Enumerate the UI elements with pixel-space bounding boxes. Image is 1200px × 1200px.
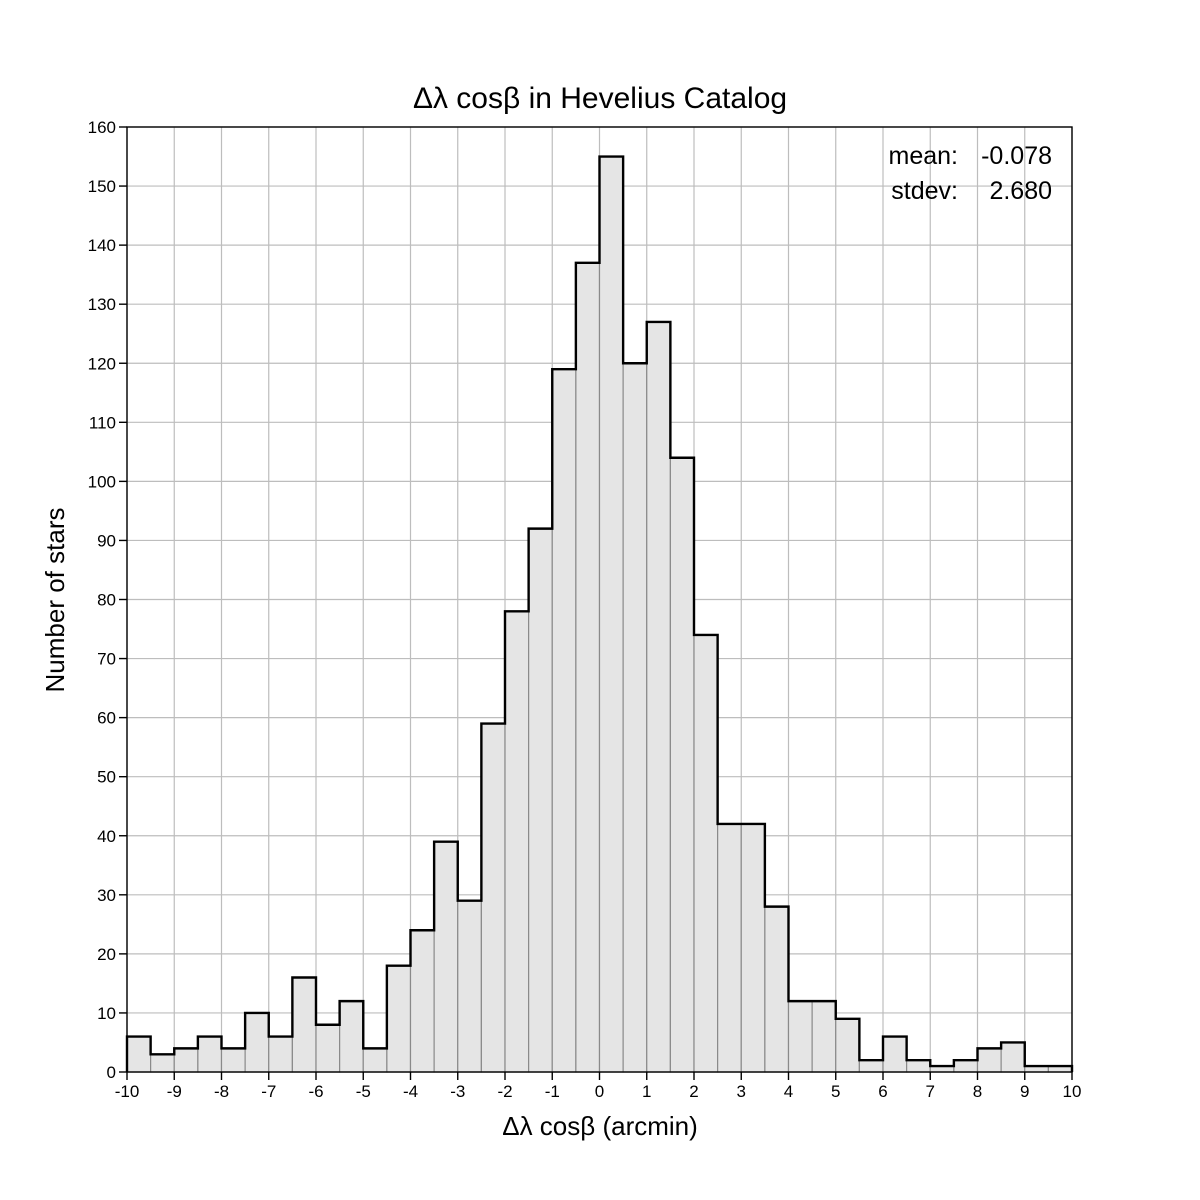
y-tick-label: 70 bbox=[97, 650, 116, 669]
histogram-bar bbox=[528, 528, 553, 1073]
histogram-bar bbox=[457, 900, 482, 1073]
y-tick-label: 150 bbox=[88, 177, 116, 196]
axis-ticks: -10 -9 -8 -7 -6 -5 -4 -3 -2 -1 0 1 2 3 4 5 6 7 8 9 100102030… bbox=[88, 118, 1082, 1101]
y-tick-label: 130 bbox=[88, 295, 116, 314]
histogram-bar bbox=[220, 1047, 246, 1073]
chart-title: Δλ cosβ in Hevelius Catalog bbox=[413, 82, 787, 115]
histogram-bar bbox=[717, 823, 742, 1073]
histogram-bar bbox=[858, 1059, 884, 1073]
x-tick-label: -9 bbox=[167, 1082, 182, 1101]
x-tick-label: 9 bbox=[1020, 1082, 1029, 1101]
histogram-bar bbox=[480, 722, 506, 1073]
histogram-bar bbox=[669, 457, 695, 1073]
x-tick-label: -10 bbox=[115, 1082, 140, 1101]
y-tick-label: 50 bbox=[97, 768, 116, 787]
x-tick-label: 8 bbox=[973, 1082, 982, 1101]
histogram-bar bbox=[409, 929, 435, 1073]
x-axis-label: Δλ cosβ (arcmin) bbox=[502, 1111, 698, 1141]
y-tick-label: 120 bbox=[88, 354, 116, 373]
histogram-bar bbox=[173, 1047, 199, 1073]
x-tick-label: 1 bbox=[642, 1082, 651, 1101]
histogram-bar bbox=[339, 1000, 364, 1073]
histogram-bar bbox=[362, 1047, 388, 1073]
x-tick-label: 10 bbox=[1063, 1082, 1082, 1101]
y-tick-label: 90 bbox=[97, 531, 116, 550]
histogram-bar bbox=[504, 610, 530, 1073]
x-tick-label: 0 bbox=[595, 1082, 604, 1101]
histogram-bar bbox=[551, 368, 577, 1073]
y-tick-label: 0 bbox=[107, 1063, 116, 1082]
x-tick-label: -3 bbox=[450, 1082, 465, 1101]
mean-label: mean: bbox=[889, 142, 958, 170]
histogram-outline bbox=[125, 155, 1074, 1072]
x-tick-label: 4 bbox=[784, 1082, 793, 1101]
y-tick-label: 110 bbox=[89, 413, 116, 432]
histogram-bar bbox=[646, 321, 671, 1073]
histogram-bar bbox=[291, 976, 317, 1073]
histogram-bar bbox=[386, 965, 412, 1073]
y-axis-label: Number of stars bbox=[40, 508, 70, 693]
histogram-bar bbox=[126, 1035, 152, 1073]
histogram-bar bbox=[150, 1053, 175, 1073]
histogram-bar bbox=[575, 262, 601, 1073]
y-tick-label: 40 bbox=[97, 827, 116, 846]
y-tick-label: 140 bbox=[88, 236, 116, 255]
histogram-bar bbox=[197, 1035, 223, 1073]
histogram-bar bbox=[953, 1059, 979, 1073]
histogram-bar bbox=[976, 1047, 1002, 1073]
x-tick-label: 7 bbox=[926, 1082, 935, 1101]
x-tick-label: 6 bbox=[878, 1082, 887, 1101]
y-tick-label: 160 bbox=[88, 118, 116, 137]
histogram-bar bbox=[315, 1024, 341, 1073]
histogram-bar bbox=[598, 155, 624, 1073]
y-tick-label: 100 bbox=[88, 472, 116, 491]
stdev-label: stdev: bbox=[891, 177, 958, 205]
y-tick-label: 60 bbox=[97, 709, 116, 728]
histogram-bar bbox=[882, 1035, 908, 1073]
y-tick-label: 80 bbox=[97, 591, 116, 610]
stdev-value: 2.680 bbox=[989, 177, 1052, 205]
y-tick-label: 20 bbox=[97, 945, 116, 964]
histogram-bars bbox=[126, 155, 1073, 1073]
mean-value: -0.078 bbox=[981, 142, 1052, 170]
histogram-bar bbox=[811, 1000, 837, 1073]
histogram-bar bbox=[433, 841, 459, 1073]
x-tick-label: -8 bbox=[214, 1082, 229, 1101]
histogram-bar bbox=[906, 1059, 931, 1073]
y-tick-label: 30 bbox=[97, 886, 116, 905]
stats-annotation: mean: -0.078 stdev: 2.680 bbox=[889, 142, 1052, 205]
x-tick-label: -7 bbox=[261, 1082, 276, 1101]
histogram-bar bbox=[1000, 1041, 1026, 1073]
x-tick-label: 2 bbox=[689, 1082, 698, 1101]
x-tick-label: 5 bbox=[831, 1082, 840, 1101]
x-tick-label: -4 bbox=[403, 1082, 418, 1101]
histogram-bar bbox=[622, 362, 648, 1073]
y-tick-label: 10 bbox=[97, 1004, 116, 1023]
x-tick-label: 3 bbox=[737, 1082, 746, 1101]
histogram-bar bbox=[268, 1035, 293, 1073]
histogram-bar bbox=[835, 1018, 860, 1073]
x-tick-label: -2 bbox=[497, 1082, 512, 1101]
histogram-bar bbox=[244, 1012, 270, 1073]
histogram-bar bbox=[787, 1000, 813, 1073]
x-tick-label: -1 bbox=[545, 1082, 560, 1101]
histogram-bar bbox=[693, 634, 719, 1073]
histogram-bar bbox=[764, 906, 790, 1073]
x-tick-label: -5 bbox=[356, 1082, 371, 1101]
histogram-bar bbox=[740, 823, 766, 1073]
x-tick-label: -6 bbox=[308, 1082, 323, 1101]
